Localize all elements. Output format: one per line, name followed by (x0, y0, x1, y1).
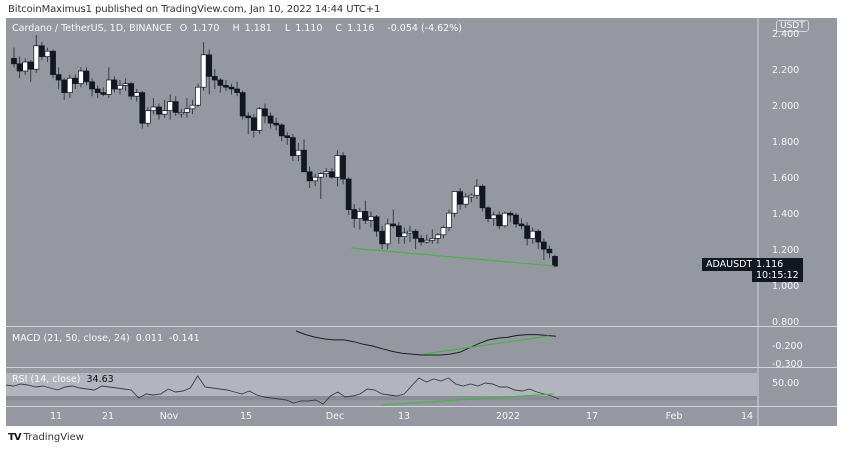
chart-frame: Cardano / TetherUS, 1D, BINANCE O 1.170 H… (6, 18, 837, 426)
rsi-band (6, 373, 757, 396)
time-axis-tick: 14 (740, 411, 754, 422)
current-price-tag: 1.116 10:15:12 (752, 258, 803, 282)
tradingview-logo-icon: TV (8, 432, 22, 443)
time-axis[interactable]: 11 21 Nov 15 Dec 13 2022 17 Feb 14 (6, 407, 837, 426)
price-axis-tick: 1.200 (772, 245, 800, 256)
published-caption: BitcoinMaximus1 published on TradingView… (8, 4, 381, 15)
ohlc-open: O 1.170 (179, 23, 220, 34)
rsi-line (6, 375, 560, 406)
price-change: -0.054 (-4.62%) (387, 23, 462, 34)
tradingview-logo-text: TradingView (23, 432, 84, 443)
symbol-price-tag: ADAUSDT (702, 258, 757, 271)
candlestick-series (11, 35, 558, 268)
time-axis-tick: Dec (325, 411, 345, 422)
time-axis-tick: 11 (49, 411, 63, 422)
rsi-pane-separator[interactable] (6, 367, 837, 368)
rsi-band-lower (6, 396, 757, 400)
macd-axis-tick: -0.300 (772, 359, 803, 367)
macd-legend: MACD (21, 50, close, 24) 0.011 -0.141 (12, 333, 200, 344)
currency-badge[interactable]: USDT (776, 20, 809, 32)
price-axis-tick: 1.400 (772, 209, 800, 220)
time-axis-tick: Nov (159, 411, 179, 422)
price-axis-tick: 1.600 (772, 173, 800, 184)
price-axis-tick: 2.400 (772, 29, 800, 40)
macd-axis-tick: -0.200 (772, 341, 803, 352)
symbol-title: Cardano / TetherUS, 1D, BINANCE (12, 23, 172, 34)
time-axis-tick: 13 (397, 411, 411, 422)
time-axis-tick: 2022 (495, 411, 521, 422)
price-axis-tick: 2.000 (772, 101, 800, 112)
tradingview-logo[interactable]: TV TradingView (8, 432, 84, 443)
time-axis-tick: 17 (585, 411, 599, 422)
price-axis-tick: 2.200 (772, 65, 800, 76)
time-axis-separator (6, 406, 837, 407)
price-axis-tick: 0.800 (772, 317, 800, 328)
current-price: 1.116 (756, 259, 784, 270)
time-axis-tick: Feb (665, 411, 683, 422)
rsi-axis-tick: 50.00 (772, 378, 800, 389)
ohlc-high: H 1.181 (232, 23, 272, 34)
bar-countdown: 10:15:12 (756, 270, 799, 281)
time-axis-tick: 21 (101, 411, 115, 422)
ohlc-low: L 1.110 (284, 23, 323, 34)
macd-line (295, 330, 557, 356)
macd-pane-separator[interactable] (6, 326, 837, 327)
price-axis-divider (757, 18, 759, 407)
price-axis-tick: 1.800 (772, 137, 800, 148)
chart-legend: Cardano / TetherUS, 1D, BINANCE O 1.170 H… (12, 23, 467, 34)
rsi-legend: RSI (14, close) 34.63 (12, 374, 114, 385)
axis-corner-divider (757, 407, 759, 426)
ohlc-close: C 1.116 (335, 23, 375, 34)
price-plot[interactable] (6, 18, 757, 426)
price-axis-tick: 1.000 (772, 281, 800, 292)
time-axis-tick: 15 (239, 411, 253, 422)
